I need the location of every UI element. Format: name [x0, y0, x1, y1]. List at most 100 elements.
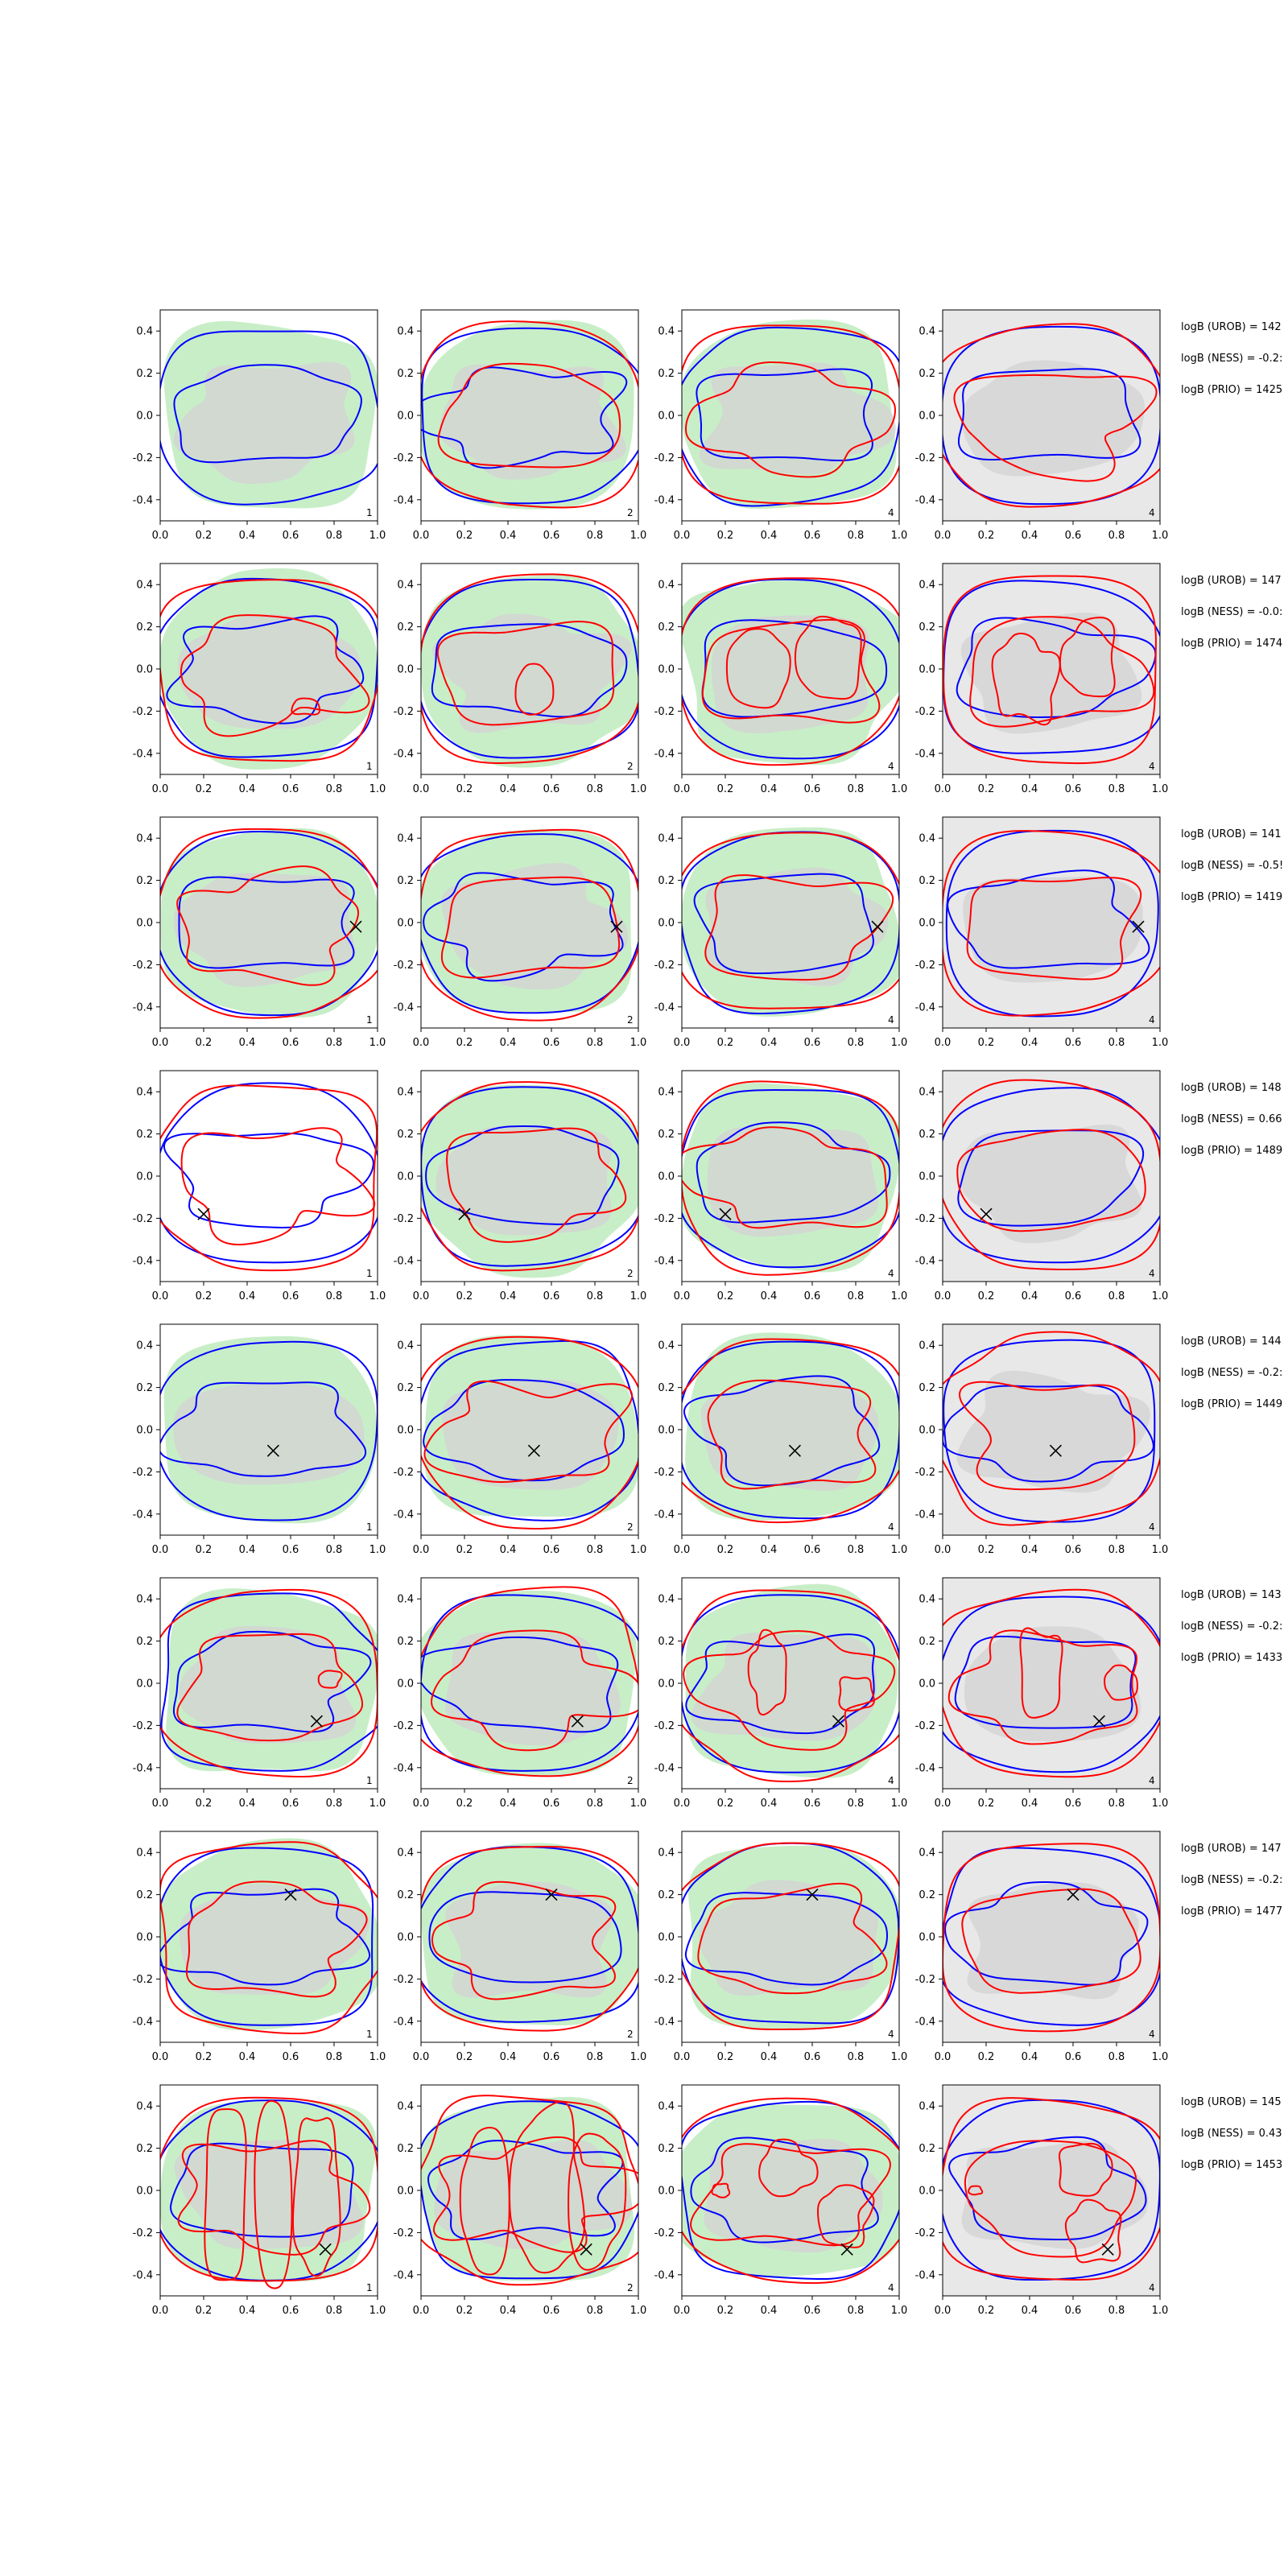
x-tick-label: 0.4: [1022, 2051, 1038, 2063]
panel-index-label: 4: [1149, 761, 1155, 772]
x-tick-label: 0.8: [326, 783, 343, 795]
x-tick-label: 0.8: [587, 1798, 604, 1810]
y-tick-label: 0.4: [919, 1340, 935, 1352]
panel-r5-c3: 4 0.0 0.2 0.4 0.6 0.8 1.0 0.4 0.2 0.0 -0.2 -0.4: [654, 1323, 907, 1556]
x-tick-label: 0.6: [283, 1290, 299, 1302]
y-tick-label: 0.4: [658, 1340, 675, 1352]
plot-area: [421, 1071, 638, 1282]
y-tick-label: -0.4: [133, 494, 153, 506]
red-contour-outer: [421, 1081, 638, 1272]
y-tick-label: -0.4: [915, 1509, 935, 1521]
x-tick-label: 0.4: [761, 1037, 778, 1049]
panel-index-label: 4: [888, 1775, 894, 1786]
red-contour-lobe: [747, 1629, 787, 1716]
panel-index-label: 4: [1149, 507, 1155, 518]
y-tick-label: -0.2: [394, 1467, 414, 1479]
x-tick-label: 0.2: [978, 783, 995, 795]
panel-index-label: 4: [1149, 2282, 1155, 2293]
y-tick-label: 0.4: [658, 326, 675, 338]
red-contour-inner: [185, 1880, 368, 1998]
y-tick-label: 0.2: [397, 2143, 414, 2155]
red-contour-outer: [421, 320, 638, 509]
plot-area: [160, 817, 378, 1028]
red-contour-lobe: [758, 2138, 819, 2198]
x-tick-label: 0.8: [1108, 1544, 1125, 1556]
x-tick-label: 0.4: [1022, 530, 1038, 542]
panel-index-label: 2: [627, 507, 634, 518]
red-contour-lobe: [291, 697, 321, 716]
plot-area: [943, 2085, 1160, 2296]
x-tick-label: 1.0: [630, 530, 647, 542]
x-tick-label: 0.0: [152, 1544, 169, 1556]
x-tick-label: 1.0: [1152, 1037, 1169, 1049]
sample-marker: [197, 1208, 210, 1220]
y-tick-label: 0.2: [658, 1636, 675, 1648]
plot-area: [943, 1324, 1160, 1535]
logB-annotation: logB (PRIO) = 1433: [1181, 1652, 1282, 1664]
x-tick-label: 0.4: [500, 530, 517, 542]
y-tick-label: 0.0: [397, 2186, 414, 2198]
x-tick-label: 0.8: [848, 1544, 865, 1556]
y-tick-label: 0.0: [136, 411, 153, 423]
panel-r3-c3: 4 0.0 0.2 0.4 0.6 0.8 1.0 0.4 0.2 0.0 -0.2 -0.4: [654, 816, 907, 1049]
red-contour-outer: [421, 1586, 638, 1777]
red-contour-inner: [423, 1380, 634, 1484]
x-tick-label: 1.0: [891, 530, 908, 542]
x-tick-label: 0.6: [804, 2305, 821, 2317]
logB-annotation: logB (PRIO) = 1453: [1181, 2159, 1282, 2171]
red-contour-inner: [707, 1379, 877, 1490]
y-tick-label: -0.4: [915, 494, 935, 506]
plot-area: [160, 1324, 378, 1535]
y-tick-label: -0.4: [394, 1001, 414, 1013]
red-contour-inner: [176, 865, 360, 986]
panel-r4-c2: 2 0.0 0.2 0.4 0.6 0.8 1.0 0.4 0.2 0.0 -0.2 -0.4: [394, 1070, 646, 1302]
x-tick-label: 0.8: [587, 1544, 604, 1556]
y-tick-label: 0.0: [919, 664, 935, 676]
x-tick-label: 0.0: [935, 2051, 952, 2063]
gray-density-fill: [173, 361, 355, 485]
x-tick-label: 0.6: [1065, 2305, 1082, 2317]
panel-index-label: 4: [888, 761, 894, 772]
plot-area: [682, 1071, 899, 1282]
blue-contour-outer: [421, 1846, 638, 2023]
logB-annotation: logB (PRIO) = 1425: [1181, 384, 1282, 396]
red-contour-lobe: [817, 2184, 875, 2248]
plot-area: [160, 1071, 378, 1282]
blue-contour-outer: [160, 1340, 378, 1521]
red-contour-inner: [947, 1629, 1138, 1745]
panel-index-label: 2: [627, 2029, 634, 2040]
gray-density-fill: [960, 1124, 1142, 1244]
y-tick-label: -0.4: [654, 2016, 675, 2028]
red-contour-inner: [690, 2143, 891, 2247]
blue-contour-outer: [160, 577, 378, 758]
x-tick-label: 0.4: [761, 2305, 778, 2317]
x-tick-label: 0.8: [1108, 1798, 1125, 1810]
x-tick-label: 0.6: [1065, 1798, 1082, 1810]
y-tick-label: 0.2: [136, 621, 153, 634]
panel-r1-c1: 1 0.0 0.2 0.4 0.6 0.8 1.0 0.4 0.2 0.0 -0.2 -0.4: [133, 309, 386, 542]
y-tick-label: -0.2: [394, 2227, 414, 2240]
y-tick-label: -0.2: [133, 2227, 153, 2240]
y-tick-label: 0.0: [919, 1425, 935, 1437]
gray-density-fill: [432, 613, 632, 733]
logB-annotation: logB (NESS) = -0.2:: [1181, 1367, 1282, 1379]
gray-density-fill: [441, 863, 629, 990]
logB-annotation: logB (UROB) = 148: [1181, 1082, 1282, 1094]
y-tick-label: 0.2: [136, 1382, 153, 1394]
gray-density-fill: [440, 364, 626, 480]
y-tick-label: 0.4: [919, 1847, 935, 1860]
plot-area: [682, 817, 899, 1028]
x-tick-label: 0.6: [543, 1544, 560, 1556]
gray-density-fill: [691, 1633, 877, 1741]
blue-contour-inner: [160, 1381, 367, 1477]
x-tick-label: 0.8: [848, 2305, 865, 2317]
x-tick-label: 0.8: [848, 1798, 865, 1810]
x-tick-label: 0.0: [935, 530, 952, 542]
panel-r8-c3: 4 0.0 0.2 0.4 0.6 0.8 1.0 0.4 0.2 0.0 -0.2 -0.4: [654, 2084, 907, 2317]
x-tick-label: 0.6: [283, 1037, 299, 1049]
x-tick-label: 0.4: [761, 1798, 778, 1810]
red-contour-lobe: [1104, 1664, 1138, 1701]
plot-area: [160, 310, 378, 521]
x-tick-label: 0.6: [1065, 1544, 1082, 1556]
x-tick-label: 0.0: [413, 2305, 430, 2317]
